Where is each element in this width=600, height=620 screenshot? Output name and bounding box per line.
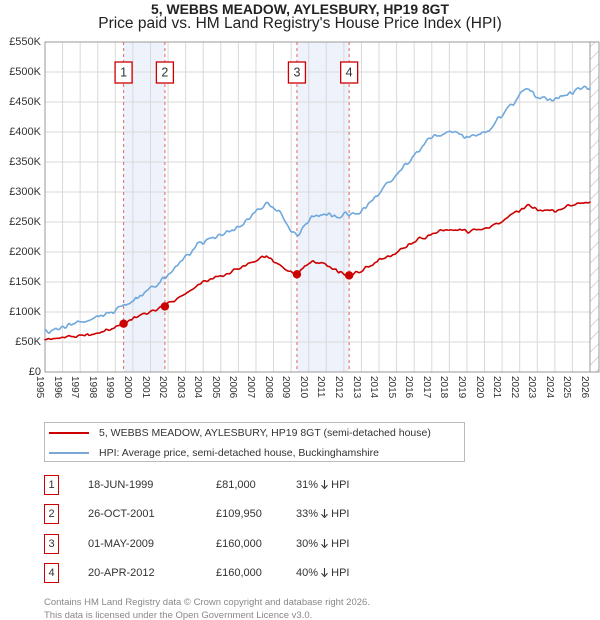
svg-text:4: 4: [346, 66, 353, 80]
svg-text:2: 2: [161, 66, 168, 80]
svg-text:3: 3: [293, 66, 300, 80]
svg-text:1: 1: [120, 66, 127, 80]
